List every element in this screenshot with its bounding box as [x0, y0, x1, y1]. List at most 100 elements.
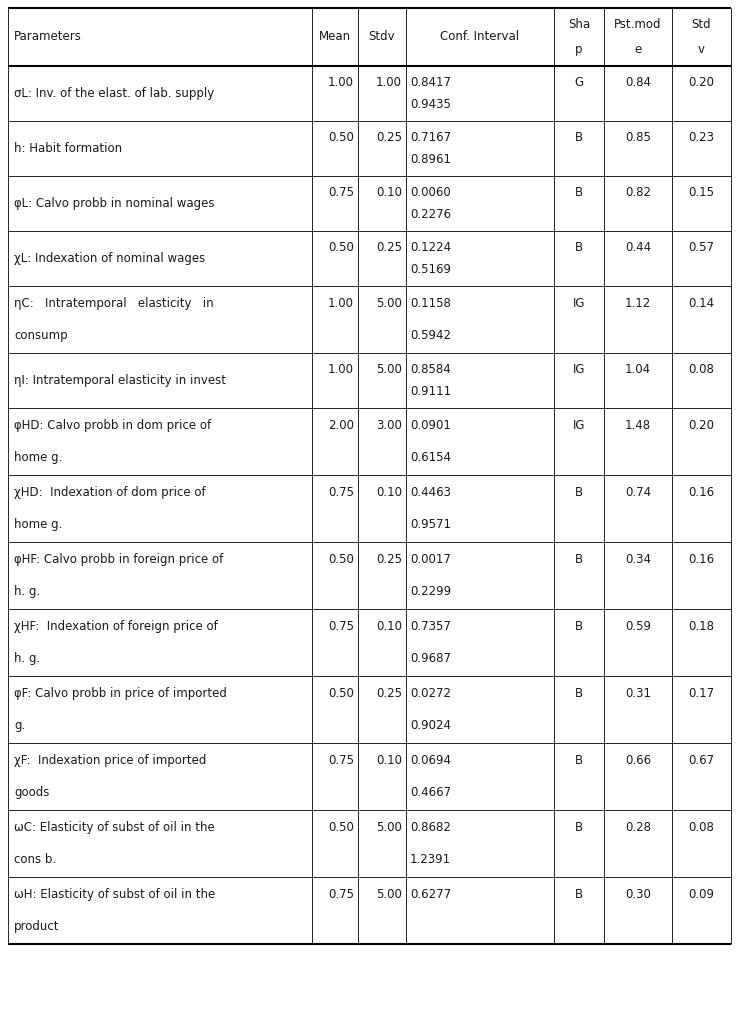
Text: 0.4463: 0.4463	[410, 486, 451, 499]
Text: 5.00: 5.00	[376, 888, 402, 901]
Text: 0.5942: 0.5942	[410, 329, 451, 342]
Text: B: B	[575, 687, 583, 700]
Text: 0.7167: 0.7167	[410, 131, 451, 144]
Text: B: B	[575, 553, 583, 566]
Text: 0.25: 0.25	[376, 241, 402, 254]
Text: IG: IG	[573, 297, 585, 310]
Text: IG: IG	[573, 419, 585, 432]
Text: 0.8417: 0.8417	[410, 76, 451, 88]
Text: 0.5169: 0.5169	[410, 263, 451, 276]
Text: IG: IG	[573, 363, 585, 376]
Text: home g.: home g.	[14, 451, 62, 464]
Text: 0.0017: 0.0017	[410, 553, 451, 566]
Text: G: G	[574, 76, 584, 88]
Text: 0.50: 0.50	[328, 131, 354, 144]
Text: 0.31: 0.31	[625, 687, 651, 700]
Text: Conf. Interval: Conf. Interval	[440, 31, 520, 43]
Text: B: B	[575, 888, 583, 901]
Text: 3.00: 3.00	[376, 419, 402, 432]
Text: 0.50: 0.50	[328, 241, 354, 254]
Text: 0.10: 0.10	[376, 186, 402, 199]
Text: cons b.: cons b.	[14, 853, 56, 866]
Text: consump: consump	[14, 329, 68, 342]
Text: 0.75: 0.75	[328, 888, 354, 901]
Text: B: B	[575, 486, 583, 499]
Text: 0.10: 0.10	[376, 754, 402, 767]
Text: 0.75: 0.75	[328, 486, 354, 499]
Text: ηI: Intratemporal elasticity in invest: ηI: Intratemporal elasticity in invest	[14, 374, 226, 387]
Text: Mean: Mean	[319, 31, 351, 43]
Text: 0.74: 0.74	[625, 486, 651, 499]
Text: 0.25: 0.25	[376, 687, 402, 700]
Text: 0.20: 0.20	[689, 419, 715, 432]
Text: 0.28: 0.28	[625, 821, 651, 833]
Text: 0.8584: 0.8584	[410, 363, 451, 376]
Text: h: Habit formation: h: Habit formation	[14, 142, 122, 155]
Text: Stdv: Stdv	[369, 31, 395, 43]
Text: 0.6277: 0.6277	[410, 888, 451, 901]
Text: 1.2391: 1.2391	[410, 853, 451, 866]
Text: B: B	[575, 620, 583, 633]
Text: 0.8682: 0.8682	[410, 821, 451, 833]
Text: 0.23: 0.23	[689, 131, 715, 144]
Text: 0.75: 0.75	[328, 620, 354, 633]
Text: 0.17: 0.17	[689, 687, 715, 700]
Text: 0.10: 0.10	[376, 486, 402, 499]
Text: 0.9024: 0.9024	[410, 719, 451, 732]
Text: 0.2299: 0.2299	[410, 586, 451, 598]
Text: χHD:  Indexation of dom price of: χHD: Indexation of dom price of	[14, 486, 205, 499]
Text: 0.16: 0.16	[689, 486, 715, 499]
Text: p: p	[575, 43, 583, 56]
Text: e: e	[634, 43, 641, 56]
Text: 0.9571: 0.9571	[410, 518, 451, 531]
Text: B: B	[575, 186, 583, 199]
Text: 0.57: 0.57	[689, 241, 715, 254]
Text: 0.1158: 0.1158	[410, 297, 451, 310]
Text: 5.00: 5.00	[376, 821, 402, 833]
Text: 0.08: 0.08	[689, 821, 715, 833]
Text: 0.84: 0.84	[625, 76, 651, 88]
Text: 0.66: 0.66	[625, 754, 651, 767]
Text: B: B	[575, 131, 583, 144]
Text: B: B	[575, 754, 583, 767]
Text: σL: Inv. of the elast. of lab. supply: σL: Inv. of the elast. of lab. supply	[14, 87, 214, 100]
Text: 0.9435: 0.9435	[410, 98, 451, 111]
Text: 0.82: 0.82	[625, 186, 651, 199]
Text: Parameters: Parameters	[14, 31, 82, 43]
Text: 0.67: 0.67	[689, 754, 715, 767]
Text: 0.50: 0.50	[328, 687, 354, 700]
Text: 1.04: 1.04	[625, 363, 651, 376]
Text: goods: goods	[14, 786, 50, 799]
Text: Std: Std	[692, 17, 712, 31]
Text: 0.0272: 0.0272	[410, 687, 451, 700]
Text: φF: Calvo probb in price of imported: φF: Calvo probb in price of imported	[14, 687, 227, 700]
Text: 1.12: 1.12	[625, 297, 651, 310]
Text: Pst.mod: Pst.mod	[614, 17, 661, 31]
Text: 2.00: 2.00	[328, 419, 354, 432]
Text: v: v	[698, 43, 705, 56]
Text: 0.9111: 0.9111	[410, 385, 451, 398]
Text: 0.50: 0.50	[328, 821, 354, 833]
Text: χF:  Indexation price of imported: χF: Indexation price of imported	[14, 754, 206, 767]
Text: 0.85: 0.85	[625, 131, 651, 144]
Text: 0.6154: 0.6154	[410, 451, 451, 464]
Text: 0.7357: 0.7357	[410, 620, 451, 633]
Text: χL: Indexation of nominal wages: χL: Indexation of nominal wages	[14, 252, 205, 265]
Text: Sha: Sha	[568, 17, 590, 31]
Text: ωC: Elasticity of subst of oil in the: ωC: Elasticity of subst of oil in the	[14, 821, 215, 833]
Text: 0.8961: 0.8961	[410, 153, 451, 166]
Text: 0.0901: 0.0901	[410, 419, 451, 432]
Text: χHF:  Indexation of foreign price of: χHF: Indexation of foreign price of	[14, 620, 218, 633]
Text: 0.9687: 0.9687	[410, 652, 451, 665]
Text: 0.30: 0.30	[625, 888, 651, 901]
Text: 0.08: 0.08	[689, 363, 715, 376]
Text: 0.75: 0.75	[328, 754, 354, 767]
Text: 0.09: 0.09	[689, 888, 715, 901]
Text: 0.34: 0.34	[625, 553, 651, 566]
Text: 0.14: 0.14	[689, 297, 715, 310]
Text: 1.00: 1.00	[328, 363, 354, 376]
Text: 0.10: 0.10	[376, 620, 402, 633]
Text: 0.0060: 0.0060	[410, 186, 451, 199]
Text: B: B	[575, 821, 583, 833]
Text: 0.25: 0.25	[376, 131, 402, 144]
